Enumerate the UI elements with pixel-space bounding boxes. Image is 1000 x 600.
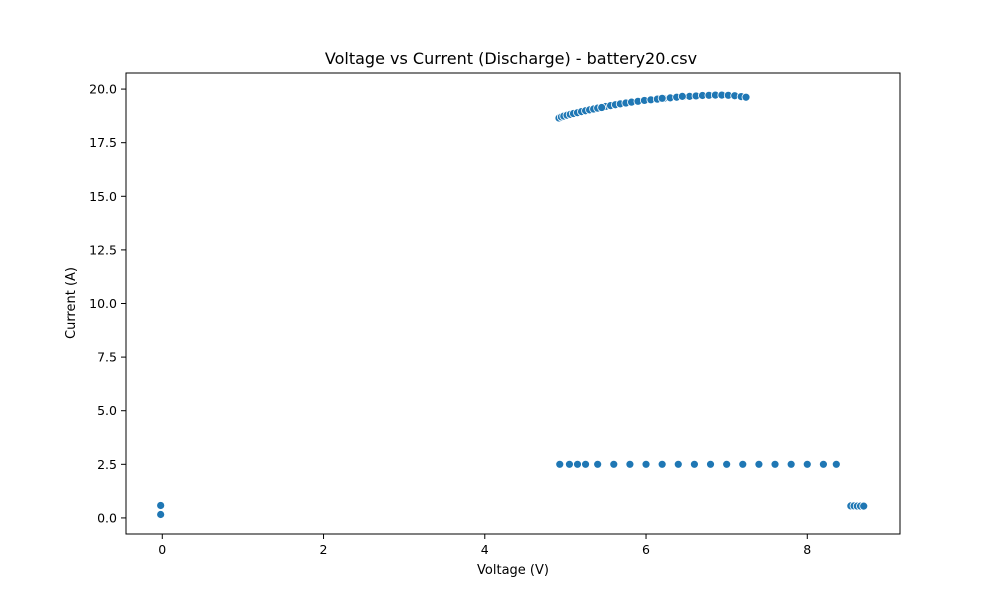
y-tick-label: 0.0 xyxy=(97,510,117,525)
x-tick-label: 6 xyxy=(642,542,650,557)
data-point xyxy=(741,92,751,102)
data-point xyxy=(657,93,667,103)
data-point xyxy=(754,459,764,469)
y-axis-label: Current (A) xyxy=(64,267,79,339)
data-point xyxy=(593,459,603,469)
data-point xyxy=(722,459,732,469)
x-tick-label: 8 xyxy=(803,542,811,557)
data-point xyxy=(786,459,796,469)
data-point xyxy=(706,459,715,469)
data-points xyxy=(156,90,869,519)
y-axis-ticks: 0.0 2.5 5.0 7.5 10.0 12.5 15.0 17.5 20.0 xyxy=(89,82,126,525)
x-axis-label: Voltage (V) xyxy=(477,563,549,578)
data-point xyxy=(677,91,687,101)
data-point xyxy=(597,103,607,112)
y-tick-label: 17.5 xyxy=(89,135,117,150)
y-tick-label: 12.5 xyxy=(89,242,117,257)
y-tick-label: 2.5 xyxy=(97,457,117,472)
data-point xyxy=(770,459,780,469)
data-point xyxy=(690,459,699,469)
x-tick-label: 4 xyxy=(481,542,489,557)
x-axis-ticks: 0 2 4 6 8 xyxy=(158,534,811,557)
data-point xyxy=(831,459,841,469)
data-point xyxy=(819,459,828,469)
chart-title: Voltage vs Current (Discharge) - battery… xyxy=(325,49,697,68)
y-tick-label: 15.0 xyxy=(89,189,117,204)
y-tick-label: 10.0 xyxy=(89,296,117,311)
y-tick-label: 20.0 xyxy=(89,82,117,97)
data-point xyxy=(565,459,574,469)
data-point xyxy=(625,459,635,469)
y-tick-label: 5.0 xyxy=(97,403,117,418)
data-point xyxy=(156,501,166,510)
data-point xyxy=(641,459,651,469)
data-point xyxy=(581,459,590,469)
y-tick-label: 7.5 xyxy=(97,350,117,365)
data-point xyxy=(657,459,667,469)
data-point xyxy=(673,459,683,469)
data-point xyxy=(609,459,619,469)
data-point xyxy=(156,510,166,519)
data-point xyxy=(802,459,812,469)
data-point xyxy=(738,459,748,469)
data-point xyxy=(859,501,869,511)
data-point xyxy=(573,459,582,469)
data-point xyxy=(555,459,565,469)
x-tick-label: 0 xyxy=(158,542,166,557)
x-tick-label: 2 xyxy=(320,542,328,557)
